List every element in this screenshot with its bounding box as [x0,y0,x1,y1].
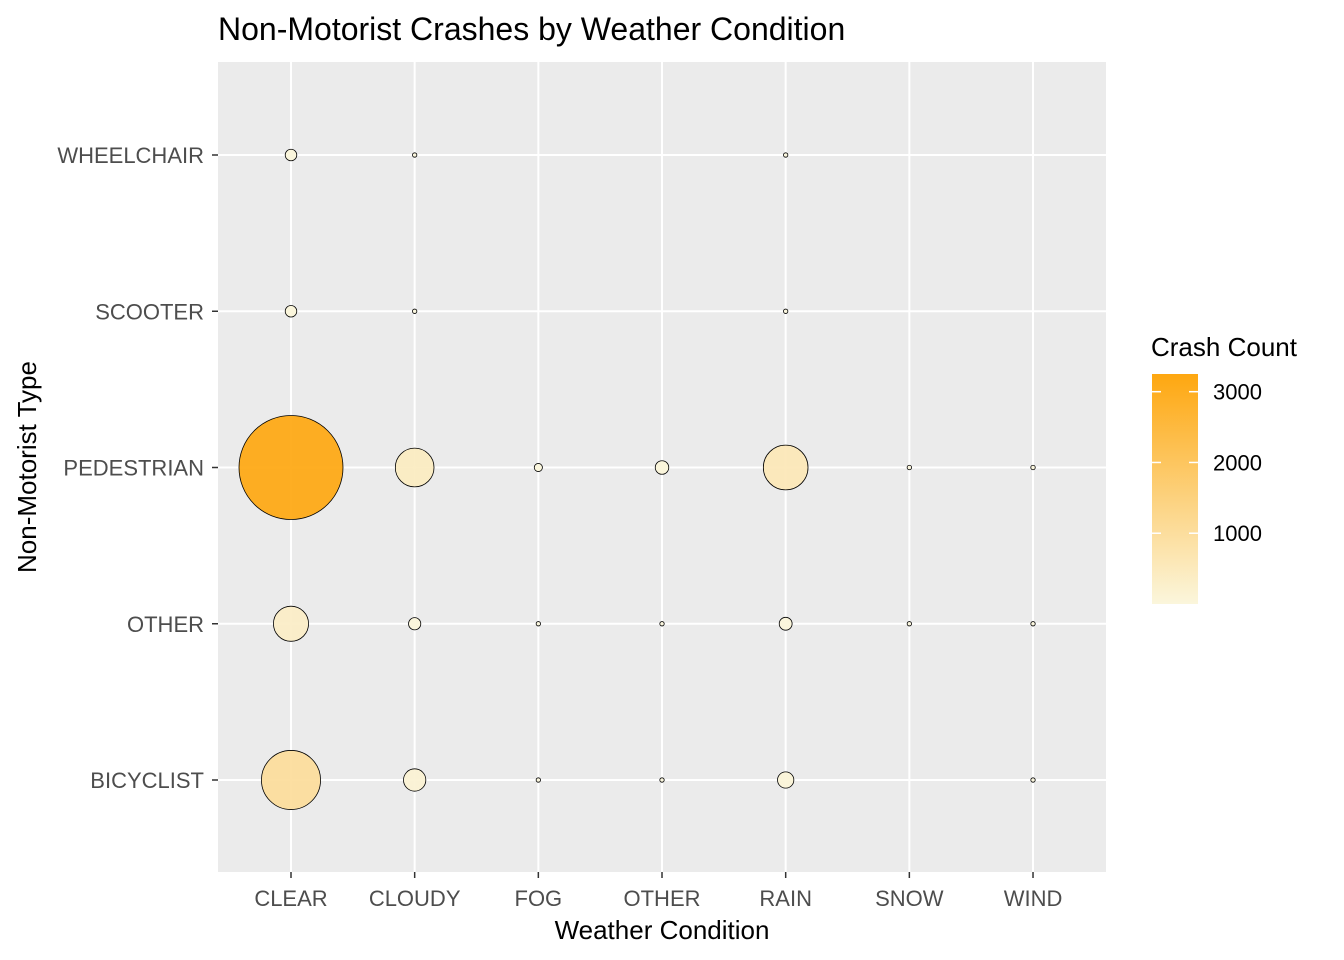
bubble-point [906,621,912,627]
y-tick-label: BICYCLIST [90,768,204,793]
bubble-point [394,447,435,488]
bubble-point [783,308,789,314]
x-tick-label: FOG [515,886,563,911]
bubble-point [261,750,321,810]
bubble-point [412,308,418,314]
legend-tick-label: 2000 [1213,450,1262,475]
y-tick-label: SCOOTER [95,299,204,324]
x-tick-label: SNOW [875,886,944,911]
bubble-point [778,616,793,631]
y-tick-label: WHEELCHAIR [57,143,204,168]
legend-tick-label: 1000 [1213,521,1262,546]
x-tick-label: CLEAR [254,886,327,911]
x-axis-title: Weather Condition [555,915,770,945]
legend-tick-label: 3000 [1213,380,1262,405]
y-tick-label: OTHER [127,612,204,637]
y-axis-title: Non-Motorist Type [12,361,42,573]
bubble-point [659,621,665,627]
legend: Crash Count 1000 2000 3000 [1151,332,1298,604]
chart-title: Non-Motorist Crashes by Weather Conditio… [218,11,845,47]
y-tick-label: PEDESTRIAN [63,456,204,481]
y-axis: BICYCLIST OTHER PEDESTRIAN SCOOTER WHEELCHAI… [57,143,218,793]
bubble-point [659,777,665,783]
legend-colorbar [1152,374,1198,604]
bubble-point [1030,777,1036,783]
legend-title: Crash Count [1151,332,1298,362]
x-axis: CLEAR CLOUDY FOG OTHER RAIN SNOW WIND [254,872,1062,911]
bubble-point [284,305,298,318]
x-tick-label: OTHER [624,886,701,911]
bubble-point [533,463,543,472]
bubble-point [284,148,298,162]
bubble-point [1030,464,1036,471]
bubble-point [403,768,427,792]
bubble-point [412,152,418,158]
bubbles [238,148,1036,810]
bubble-point [1030,621,1036,627]
bubble-point [408,617,422,631]
x-tick-label: WIND [1004,886,1063,911]
bubble-point [906,464,912,471]
bubble-point [238,415,344,520]
bubble-point [535,777,541,783]
bubble-point [273,605,309,642]
bubble-point [783,152,789,158]
bubble-point [654,460,670,475]
bubble-point [535,621,541,627]
bubble-point [762,444,809,491]
bubble-point [777,771,795,789]
x-tick-label: RAIN [759,886,812,911]
x-tick-label: CLOUDY [369,886,461,911]
